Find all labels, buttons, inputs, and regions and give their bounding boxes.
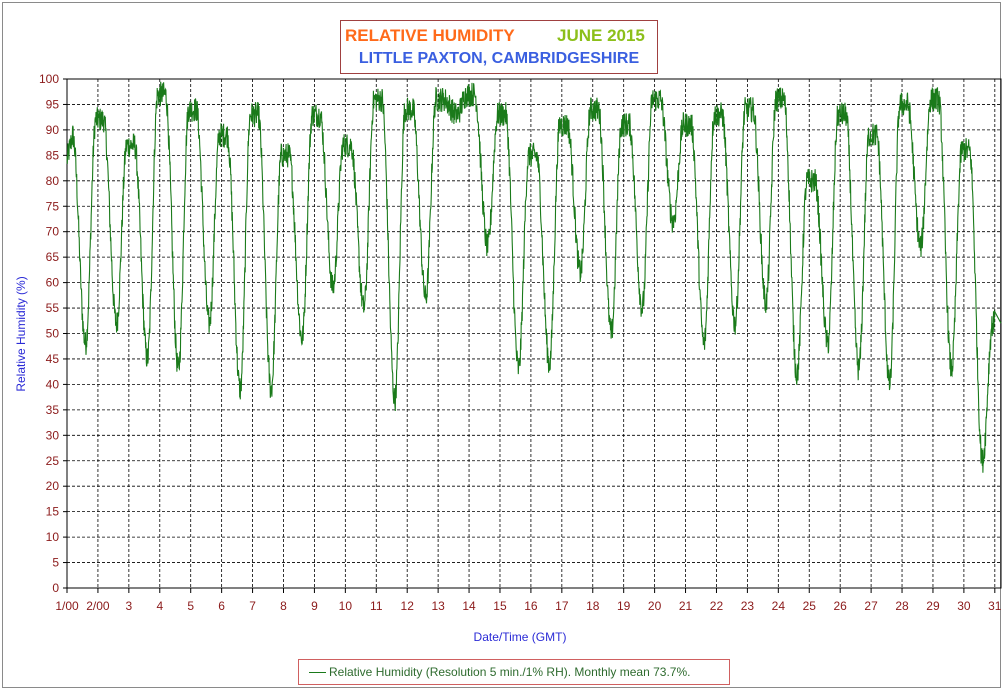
- x-tick-label: 22: [710, 599, 724, 613]
- y-tick-label: 75: [46, 199, 60, 213]
- x-tick-label: 12: [401, 599, 415, 613]
- x-tick-label: 7: [249, 599, 256, 613]
- x-tick-label: 10: [339, 599, 353, 613]
- y-tick-label: 25: [46, 454, 60, 468]
- x-tick-label: 18: [586, 599, 600, 613]
- x-tick-label: 29: [926, 599, 940, 613]
- y-tick-label: 50: [46, 327, 60, 341]
- y-tick-label: 15: [46, 505, 60, 519]
- y-tick-label: 100: [39, 72, 59, 86]
- chart-title: RELATIVE HUMIDITY: [345, 26, 515, 45]
- x-tick-label: 25: [803, 599, 817, 613]
- x-tick-label: 9: [311, 599, 318, 613]
- series-line-relative-humidity: [66, 81, 1002, 473]
- y-tick-label: 95: [46, 97, 60, 111]
- y-tick-label: 30: [46, 428, 60, 442]
- x-axis-label: Date/Time (GMT): [474, 630, 567, 644]
- y-tick-label: 80: [46, 174, 60, 188]
- y-tick-label: 60: [46, 276, 60, 290]
- x-tick-label: 19: [617, 599, 631, 613]
- x-tick-label: 20: [648, 599, 662, 613]
- grid-lines: [67, 79, 1001, 588]
- x-tick-label: 2/00: [86, 599, 110, 613]
- x-tick-label: 11: [370, 599, 383, 613]
- legend-entry-label: Relative Humidity (Resolution 5 min./1% …: [329, 665, 691, 679]
- x-tick-label: 8: [280, 599, 287, 613]
- x-tick-label: 1/00: [55, 599, 79, 613]
- y-tick-label: 55: [46, 301, 60, 315]
- x-tick-label: 28: [895, 599, 909, 613]
- y-tick-label: 20: [46, 479, 60, 493]
- y-axis-label: Relative Humidity (%): [14, 276, 28, 391]
- x-tick-label: 6: [218, 599, 225, 613]
- chart-title-box: RELATIVE HUMIDITY JUNE 2015 LITTLE PAXTO…: [340, 20, 658, 74]
- y-tick-label: 90: [46, 123, 60, 137]
- y-tick-label: 35: [46, 403, 60, 417]
- x-tick-label: 24: [772, 599, 786, 613]
- x-tick-label: 27: [864, 599, 878, 613]
- chart-title-month: JUNE 2015: [557, 26, 645, 45]
- y-tick-label: 10: [46, 530, 60, 544]
- x-tick-label: 17: [555, 599, 569, 613]
- x-tick-label: 23: [741, 599, 755, 613]
- x-tick-label: 26: [833, 599, 847, 613]
- y-tick-label: 40: [46, 377, 60, 391]
- y-tick-label: 0: [52, 581, 59, 595]
- legend-swatch: [309, 672, 326, 673]
- x-axis-ticks: 1/00 2/00 3 4 5 6 7 8 9 10 11 12 13 14 15 16 17 18 19 20 21 2…: [55, 588, 1002, 613]
- chart-subtitle: LITTLE PAXTON, CAMBRIDGESHIRE: [358, 50, 640, 67]
- x-tick-label: 4: [156, 599, 163, 613]
- x-tick-label: 16: [524, 599, 538, 613]
- x-tick-label: 14: [462, 599, 476, 613]
- x-tick-label: 21: [679, 599, 693, 613]
- x-tick-label: 5: [187, 599, 194, 613]
- y-tick-label: 65: [46, 250, 60, 264]
- x-tick-label: 31: [988, 599, 1002, 613]
- x-tick-label: 15: [493, 599, 507, 613]
- y-tick-label: 45: [46, 352, 60, 366]
- y-axis-ticks: 0 5 10 15 20 25 30 35 40 45 50 55 60 65 70 75 80 85 90 95 10…: [39, 72, 67, 595]
- y-tick-label: 70: [46, 225, 60, 239]
- series-layer: [66, 81, 1002, 473]
- y-tick-label: 5: [52, 556, 59, 570]
- x-tick-label: 3: [126, 599, 133, 613]
- y-tick-label: 85: [46, 148, 60, 162]
- x-tick-label: 30: [957, 599, 971, 613]
- x-tick-label: 13: [431, 599, 445, 613]
- legend: Relative Humidity (Resolution 5 min./1% …: [298, 659, 730, 685]
